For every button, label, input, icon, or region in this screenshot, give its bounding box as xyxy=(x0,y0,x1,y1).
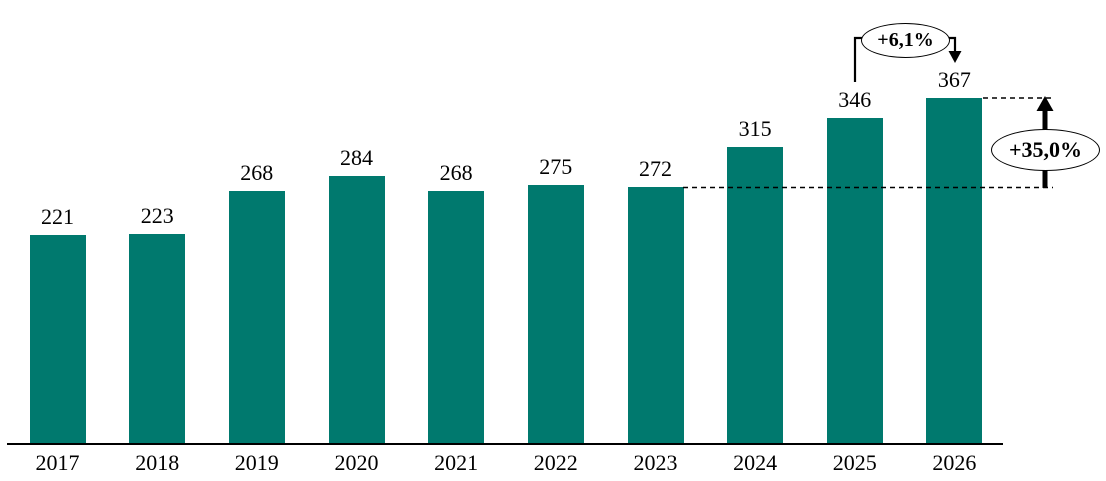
value-label-2021: 268 xyxy=(439,160,473,185)
axis-label-2025: 2025 xyxy=(832,450,877,475)
value-label-2019: 268 xyxy=(240,160,274,185)
bar-2026 xyxy=(926,98,983,444)
bar-2023 xyxy=(627,187,684,444)
bar-2021 xyxy=(428,191,485,444)
growth-annotation-yoy: +6,1% xyxy=(861,23,950,58)
axis-label-2026: 2026 xyxy=(932,450,977,475)
axis-label-2024: 2024 xyxy=(733,450,778,475)
bar-2017 xyxy=(29,235,86,444)
axis-label-2021: 2021 xyxy=(434,450,479,475)
up-arrowhead-icon xyxy=(1036,96,1054,111)
bar-2020 xyxy=(328,176,385,444)
value-label-2026: 367 xyxy=(937,67,971,92)
bar-2019 xyxy=(228,191,285,444)
axis-label-2018: 2018 xyxy=(135,450,180,475)
growth-annotation-yoy-label: +6,1% xyxy=(877,29,934,51)
bar-2025 xyxy=(826,118,883,444)
axis-label-2023: 2023 xyxy=(633,450,678,475)
axis-label-2017: 2017 xyxy=(35,450,80,475)
axis-label-2019: 2019 xyxy=(234,450,279,475)
value-label-2018: 223 xyxy=(140,203,174,228)
value-label-2023: 272 xyxy=(639,156,672,181)
growth-annotation-total-label: +35,0% xyxy=(1008,137,1083,162)
down-arrowhead-icon xyxy=(948,51,962,63)
bar-2022 xyxy=(527,185,584,444)
value-label-2020: 284 xyxy=(340,145,373,170)
bar-2018 xyxy=(129,234,186,444)
x-axis-line xyxy=(7,443,1003,445)
value-label-2017: 221 xyxy=(41,204,74,229)
axis-label-2022: 2022 xyxy=(533,450,578,475)
value-label-2024: 315 xyxy=(738,116,772,141)
value-label-2025: 346 xyxy=(838,87,872,112)
value-label-2022: 275 xyxy=(539,154,573,179)
axis-label-2020: 2020 xyxy=(334,450,379,475)
growth-annotation-total: +35,0% xyxy=(991,129,1100,171)
bar-2024 xyxy=(727,147,784,444)
